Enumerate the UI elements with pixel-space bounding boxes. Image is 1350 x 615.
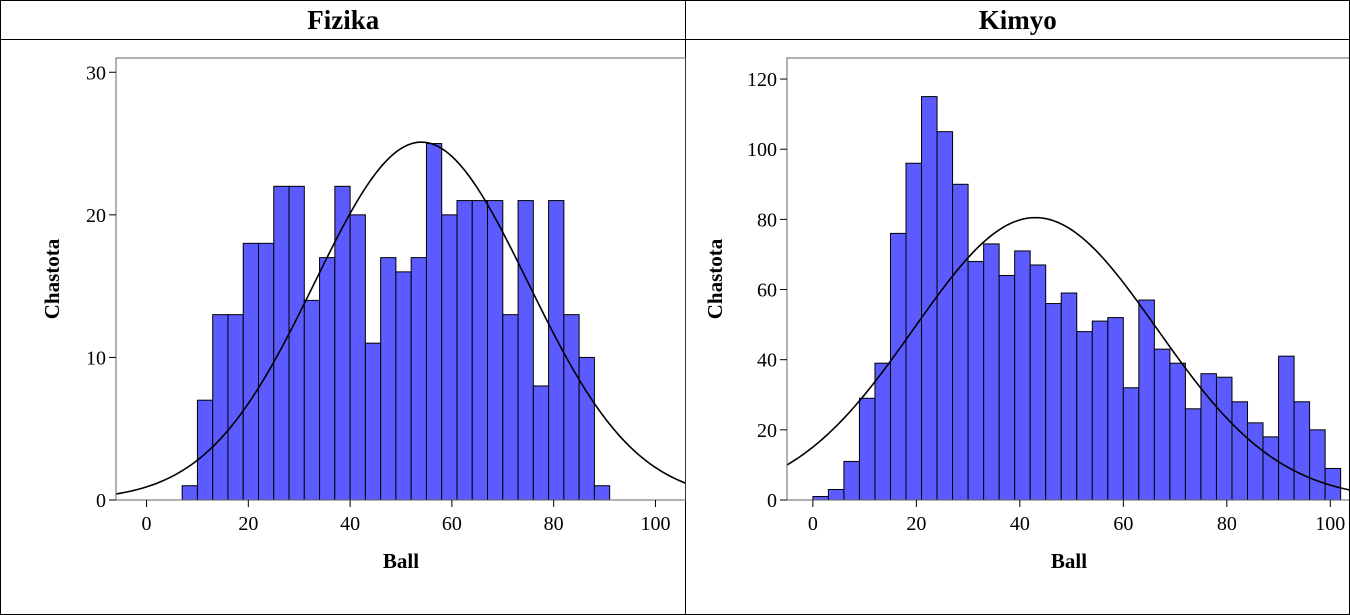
histogram-bar: [1045, 303, 1063, 501]
histogram-bar: [1185, 408, 1202, 501]
x-tick-label: 0: [808, 513, 818, 535]
histogram-bar: [937, 131, 954, 501]
x-tick-label: 20: [238, 513, 258, 535]
histogram-bar: [999, 274, 1016, 501]
x-tick-label: 60: [442, 513, 462, 535]
histogram-bar: [319, 257, 336, 501]
histogram-bar: [952, 183, 970, 501]
y-tick-label: 40: [757, 350, 777, 372]
histogram-bar: [874, 362, 892, 501]
histogram-bar: [812, 495, 830, 501]
histogram-bar: [1076, 331, 1094, 501]
histogram-bar: [1123, 387, 1140, 501]
panel-kimyo: 0 20 40 60 80 100 120 0 20 40 60 80 100 Ball Chastota: [685, 39, 1350, 615]
histogram-bar: [487, 200, 504, 501]
y-tick-label: 60: [757, 280, 777, 302]
histogram-bar: [1107, 317, 1125, 501]
chart-title: Kimyo: [978, 5, 1057, 35]
chart-title: Fizika: [307, 5, 380, 35]
y-tick-label: 120: [747, 69, 777, 91]
x-tick-label: 80: [1217, 513, 1237, 535]
histogram-bar: [242, 242, 259, 501]
histogram-bar: [843, 460, 861, 501]
histogram-bar: [380, 257, 397, 501]
normal-curve: [787, 216, 1350, 491]
histogram-bar: [828, 488, 845, 501]
y-tick-label: 20: [86, 205, 106, 227]
y-tick-label: 10: [86, 347, 106, 369]
histogram-bar: [334, 185, 351, 501]
histogram-bar: [212, 314, 229, 501]
histogram-bar: [593, 485, 611, 501]
x-tick-label: 20: [907, 513, 927, 535]
histogram-bar: [502, 314, 519, 501]
histogram-bar: [1169, 362, 1187, 501]
histogram-bar: [181, 485, 198, 501]
x-tick-label: 100: [1316, 513, 1346, 535]
histogram-bar: [410, 257, 427, 501]
histogram-bar: [905, 162, 923, 501]
histogram-bar: [395, 271, 412, 501]
x-tick-label: 60: [1114, 513, 1134, 535]
x-tick-label: 40: [340, 513, 360, 535]
y-tick-label: 30: [86, 62, 106, 84]
y-tick-label: 100: [747, 139, 777, 161]
histogram-bar: [1263, 436, 1280, 501]
panel-header-kimyo: Kimyo: [685, 0, 1350, 40]
histogram-bar: [456, 200, 473, 501]
panel-header-fizika: Fizika: [0, 0, 687, 40]
histogram-bar: [1092, 320, 1109, 501]
histogram-bar: [258, 242, 275, 501]
histogram-bar: [364, 342, 382, 501]
histogram-bar: [1216, 376, 1233, 501]
histogram-bar: [1154, 348, 1171, 501]
normal-curve: [116, 141, 686, 495]
y-axis-label: Chastota: [703, 238, 727, 319]
histogram-bar: [1278, 355, 1296, 501]
x-tick-label: 100: [640, 513, 670, 535]
histogram-bar: [968, 260, 985, 501]
x-axis-label: Ball: [1051, 549, 1087, 573]
histogram-bar: [1309, 429, 1327, 501]
histogram-bar: [532, 385, 550, 501]
histogram-bar: [859, 397, 876, 501]
histogram-bar: [1061, 292, 1078, 501]
histogram-bar: [288, 185, 305, 501]
histogram-bar: [1014, 250, 1032, 501]
histogram-bar: [303, 299, 321, 501]
histogram-bar: [227, 314, 244, 501]
histogram-bar: [196, 399, 214, 501]
histogram-bar: [983, 243, 1001, 501]
plot-frame: [786, 57, 1350, 501]
y-tick-label: 0: [96, 490, 106, 512]
histogram-bar: [425, 143, 443, 501]
panel-fizika: 0 10 20 30 0 20 40 60 80 100 Ball Chastota: [0, 39, 687, 615]
histogram-bar: [1231, 401, 1249, 501]
histogram-bar: [890, 232, 907, 501]
y-tick-label: 80: [757, 209, 777, 231]
histogram-bar: [349, 214, 366, 501]
histogram-chart-fizika: 0 10 20 30 0 20 40 60 80 100 Ball Chastota: [40, 57, 686, 573]
histogram-bar: [578, 356, 595, 501]
histogram-bar: [273, 185, 290, 501]
histogram-bar: [517, 200, 534, 501]
y-axis-label: Chastota: [40, 238, 64, 319]
histogram-bar: [471, 200, 489, 501]
histogram-bar: [563, 314, 580, 501]
x-axis-label: Ball: [383, 549, 419, 573]
histogram-bar: [1294, 401, 1311, 501]
y-tick-label: 0: [767, 490, 777, 512]
x-tick-label: 80: [544, 513, 564, 535]
histogram-chart-kimyo: 0 20 40 60 80 100 120 0 20 40 60 80 100 Ball Chastota: [703, 57, 1350, 573]
plot-frame: [115, 57, 686, 501]
x-tick-label: 40: [1010, 513, 1030, 535]
y-tick-label: 20: [757, 420, 777, 442]
histogram-bar: [1138, 299, 1156, 501]
histogram-bar: [1200, 373, 1218, 501]
histogram-bar: [441, 214, 458, 501]
x-tick-label: 0: [142, 513, 152, 535]
histogram-bar: [1247, 422, 1265, 501]
histogram-bar: [1030, 264, 1047, 501]
